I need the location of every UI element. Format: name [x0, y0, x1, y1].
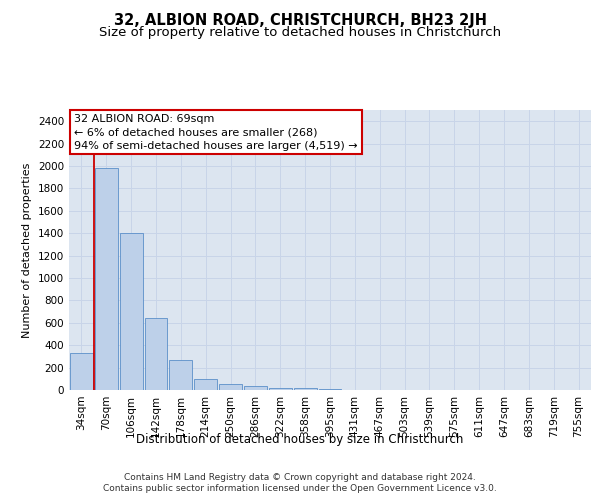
- Bar: [244, 386, 267, 390]
- Y-axis label: Number of detached properties: Number of detached properties: [22, 162, 32, 338]
- Bar: [319, 389, 341, 390]
- Bar: [269, 388, 292, 390]
- Bar: [219, 384, 242, 390]
- Bar: [145, 318, 167, 390]
- Bar: [294, 388, 317, 390]
- Bar: [194, 379, 217, 390]
- Text: 32, ALBION ROAD, CHRISTCHURCH, BH23 2JH: 32, ALBION ROAD, CHRISTCHURCH, BH23 2JH: [113, 12, 487, 28]
- Text: Contains public sector information licensed under the Open Government Licence v3: Contains public sector information licen…: [103, 484, 497, 493]
- Text: Contains HM Land Registry data © Crown copyright and database right 2024.: Contains HM Land Registry data © Crown c…: [124, 472, 476, 482]
- Text: Distribution of detached houses by size in Christchurch: Distribution of detached houses by size …: [136, 432, 464, 446]
- Bar: [70, 353, 93, 390]
- Bar: [95, 168, 118, 390]
- Text: Size of property relative to detached houses in Christchurch: Size of property relative to detached ho…: [99, 26, 501, 39]
- Bar: [120, 233, 143, 390]
- Bar: [169, 360, 192, 390]
- Text: 32 ALBION ROAD: 69sqm
← 6% of detached houses are smaller (268)
94% of semi-deta: 32 ALBION ROAD: 69sqm ← 6% of detached h…: [74, 114, 358, 150]
